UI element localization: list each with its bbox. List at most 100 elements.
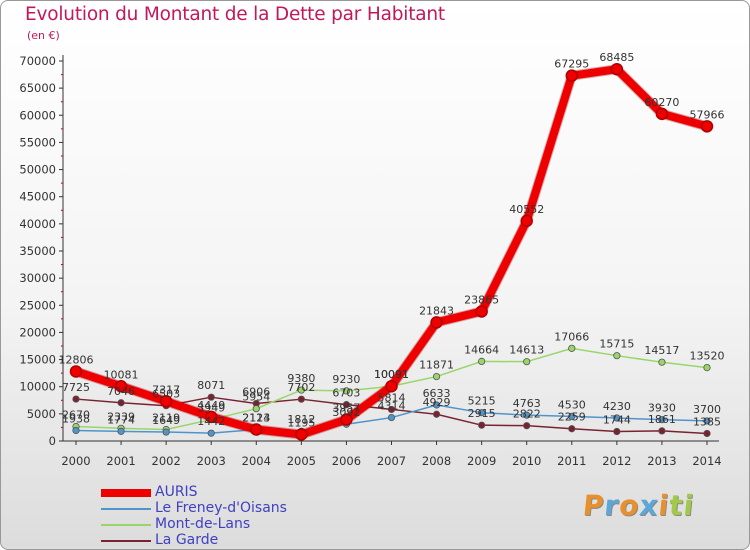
data-label: 9380: [287, 372, 315, 385]
data-point: [613, 427, 621, 436]
data-point: [478, 421, 486, 429]
y-tick-label: 0: [49, 434, 56, 448]
data-point: [385, 379, 398, 393]
data-label: 2339: [107, 410, 135, 423]
y-tick-label: 65000: [19, 81, 56, 95]
data-point: [250, 423, 263, 436]
data-label: 2259: [558, 411, 586, 424]
x-tick-label: 2013: [647, 454, 676, 468]
data-point: [72, 426, 80, 435]
y-tick-label: 20000: [19, 325, 56, 339]
data-label: 1812: [287, 413, 315, 426]
data-point: [568, 425, 576, 433]
data-label: 6703: [332, 387, 360, 400]
x-tick-label: 2009: [467, 454, 496, 468]
data-label: 1744: [603, 414, 631, 427]
data-label: 7702: [287, 381, 315, 394]
data-label: 2670: [62, 409, 90, 422]
data-label: 4929: [423, 396, 451, 409]
data-label: 4230: [603, 400, 631, 413]
data-point: [342, 387, 351, 395]
x-tick-label: 2003: [197, 454, 226, 468]
data-point: [387, 405, 396, 414]
data-label: 3092: [332, 406, 360, 419]
data-label: 1938: [62, 412, 90, 425]
data-label: 57966: [690, 108, 725, 121]
data-label: 4449: [197, 399, 225, 412]
data-label: 4530: [558, 398, 586, 411]
data-label: 6633: [423, 387, 451, 400]
data-label: 68485: [599, 51, 634, 64]
data-label: 11871: [419, 359, 454, 372]
x-tick-label: 2010: [512, 454, 541, 468]
legend-swatch: [101, 524, 151, 526]
data-point: [207, 393, 215, 401]
data-label: 1774: [107, 413, 135, 426]
data-point: [207, 429, 215, 437]
data-point: [72, 395, 80, 403]
x-tick-label: 2000: [61, 454, 90, 468]
data-label: 7725: [62, 381, 90, 394]
data-point: [430, 316, 443, 329]
y-tick-label: 50000: [19, 163, 56, 177]
y-tick-label: 60000: [19, 108, 56, 122]
data-point: [340, 413, 353, 426]
data-point: [432, 410, 441, 418]
data-point: [610, 62, 624, 76]
legend-swatch: [101, 540, 151, 542]
x-tick-label: 2012: [602, 454, 631, 468]
data-label: 5215: [468, 395, 496, 408]
data-point: [159, 395, 173, 408]
data-point: [162, 428, 170, 436]
data-point: [568, 344, 576, 352]
data-label: 23865: [464, 293, 499, 306]
data-point: [387, 413, 396, 422]
data-label: 8071: [197, 379, 225, 392]
data-label: 14517: [644, 344, 679, 357]
data-label: 2113: [242, 412, 270, 425]
data-label: 2119: [152, 411, 180, 424]
data-label: 1649: [152, 414, 180, 427]
data-label: 3957: [332, 402, 360, 415]
data-label: 14664: [464, 343, 499, 356]
data-point: [613, 352, 621, 360]
legend-label: Le Freney-d'Oisans: [155, 500, 287, 516]
x-tick-label: 2014: [692, 454, 721, 468]
data-label: 4314: [378, 400, 406, 413]
chart-title: Evolution du Montant de la Dette par Hab…: [25, 4, 445, 25]
data-point: [613, 414, 621, 422]
data-label: 5954: [242, 391, 270, 404]
data-label: 7317: [152, 383, 180, 396]
data-label: 1385: [693, 415, 721, 428]
data-point: [117, 427, 125, 435]
data-label: 5814: [378, 391, 406, 404]
data-label: 2822: [513, 408, 541, 421]
data-label: 15715: [599, 338, 634, 351]
legend-swatch: [101, 508, 151, 510]
data-point: [295, 428, 308, 441]
data-point: [658, 358, 666, 366]
x-tick-label: 2007: [377, 454, 406, 468]
data-label: 3949: [197, 402, 225, 415]
data-label: 6503: [152, 388, 180, 401]
data-point: [523, 411, 531, 419]
data-label: 7046: [107, 385, 135, 398]
data-point: [478, 409, 486, 417]
data-point: [297, 386, 305, 394]
data-label: 1442: [197, 415, 225, 428]
data-label: 21843: [419, 304, 454, 317]
data-point: [342, 401, 351, 409]
data-point: [117, 399, 125, 407]
data-label: 14613: [509, 344, 544, 357]
data-point: [69, 365, 83, 378]
x-tick-label: 2004: [242, 454, 271, 468]
data-point: [252, 405, 260, 413]
legend-label: AURIS: [155, 484, 198, 500]
data-point: [475, 305, 488, 318]
data-point: [204, 410, 218, 424]
x-tick-label: 2008: [422, 454, 451, 468]
y-tick-label: 5000: [27, 407, 56, 421]
data-point: [523, 422, 531, 430]
y-tick-label: 15000: [19, 353, 56, 367]
